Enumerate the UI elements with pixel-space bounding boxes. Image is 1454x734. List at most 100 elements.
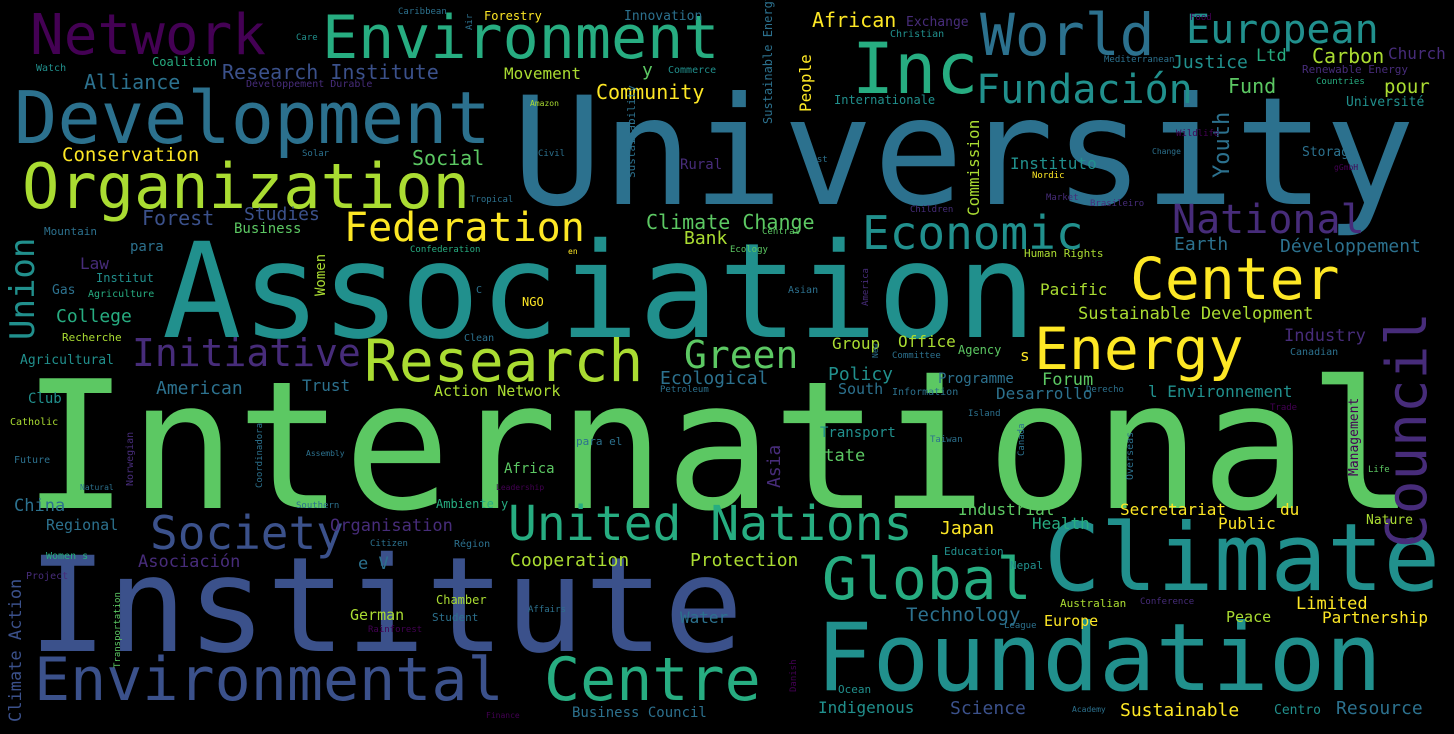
word-east: East [806,155,828,165]
word-office: Office [898,332,956,351]
word-derecho: Derecho [1086,385,1124,395]
word-storage: Storage [1302,145,1357,160]
word-rural: Rural [680,157,723,173]
word-coalition: Coalition [152,55,218,69]
word-health: Health [1032,514,1090,533]
word-studies: Studies [244,204,320,225]
word-alliance: Alliance [84,70,181,94]
word-forestry: Forestry [484,9,542,23]
word-federation: Federation [344,205,585,251]
word-youth: Youth [1210,111,1235,178]
word-global: Global [822,545,1032,613]
word-programme: Programme [938,371,1014,387]
word-national: National [1172,197,1365,243]
word-south: South [838,380,884,398]
word-life: Life [1368,465,1390,475]
word-petroleum: Petroleum [660,385,709,395]
word-economic: Economic [862,206,1084,260]
word-carbon: Carbon [1312,44,1385,68]
word-environment: Environment [322,3,720,73]
word-asian: Asian [788,285,819,296]
word-confederation: Confederation [410,245,481,255]
word-ecological: Ecological [660,368,769,389]
word-secretariat: Secretariat [1120,500,1226,519]
word-energy: Energy [1034,315,1244,383]
word-business-council: Business Council [572,705,707,721]
word-american: American [156,378,243,399]
word-women-s: Women s [46,551,89,562]
word-s: s [1020,346,1030,365]
word-leadership: Leadership [496,483,545,492]
word-watch: Watch [36,63,67,74]
word-catholic: Catholic [10,417,59,428]
word-united-nations: United Nations [508,496,913,552]
word-innovation: Innovation [624,9,703,24]
word-desarrollo: Desarrollo [996,384,1093,403]
word-education: Education [944,545,1004,558]
word-nature: Nature [1366,513,1413,528]
word-limited: Limited [1296,594,1368,614]
word-research-institute: Research Institute [222,60,439,84]
word-earth: Earth [1174,234,1229,255]
word-exchange: Exchange [906,15,969,30]
word-canada: Canada [1017,423,1027,456]
word-rainforest: Rainforest [368,625,423,635]
word-renewable-energy: Renewable Energy [1302,63,1408,76]
word-regional: Regional [46,516,119,534]
word-air: Air [465,13,475,30]
word-agricultural: Agricultural [20,353,114,368]
word-instituto: Instituto [1010,154,1097,173]
word-sustainable: Sustainable [1120,700,1240,721]
word-conference: Conference [1140,597,1195,607]
word-ambiente-y: Ambiente y [436,497,509,511]
word-international: International [22,343,1416,550]
word-industrial: Industrial [958,500,1055,519]
word-protection: Protection [690,550,799,571]
word-initiative: Initiative [132,331,361,375]
word-indigenous: Indigenous [818,698,915,717]
word-association: Association [162,215,1037,369]
word-tropical: Tropical [470,195,514,205]
word-information: Information [892,387,959,398]
word-southern: Southern [296,501,340,511]
word-movement: Movement [504,64,582,83]
word-canadian: Canadian [1290,347,1339,358]
word-recherche: Recherche [62,331,122,344]
word-en: en [568,247,578,256]
word-universite: Université [1346,95,1425,110]
word-internationale: Internationale [834,93,936,107]
word-group: Group [832,334,881,353]
word-public: Public [1218,514,1276,533]
word-ltd: Ltd [1256,46,1287,66]
word-university: University [512,66,1416,240]
word-care: Care [296,33,318,43]
word-people: People [796,54,815,112]
word-science: Science [950,698,1026,719]
word-partnership: Partnership [1322,608,1428,627]
word-world: World [980,1,1155,69]
word-european: European [1186,7,1379,53]
word-l-environnement: l Environnement [1148,382,1293,401]
word-industry: Industry [1284,326,1366,346]
word-e-v: e V [358,554,389,574]
word-sustainability: Sustainability [625,85,638,178]
word-centro: Centro [1274,703,1321,718]
word-transportation: Transportation [113,592,123,668]
word-solar: Solar [302,149,330,159]
word-trust: Trust [302,376,351,395]
word-nepal: Nepal [1010,559,1044,572]
word-norwegian: Norwegian [125,431,136,486]
word-pacific: Pacific [1040,280,1108,299]
word-water: Water [680,608,729,627]
word-technology: Technology [906,604,1021,626]
word-green: Green [684,333,799,377]
word-africa: Africa [504,461,555,477]
word-club: Club [28,391,62,407]
word-college: College [56,306,132,327]
word-transport: Transport [820,425,896,441]
word-danish: Danish [789,659,799,692]
word-wildlife: Wildlife [1176,129,1220,139]
word-change: Change [1152,147,1181,156]
word-justice: Justice [1172,52,1248,73]
